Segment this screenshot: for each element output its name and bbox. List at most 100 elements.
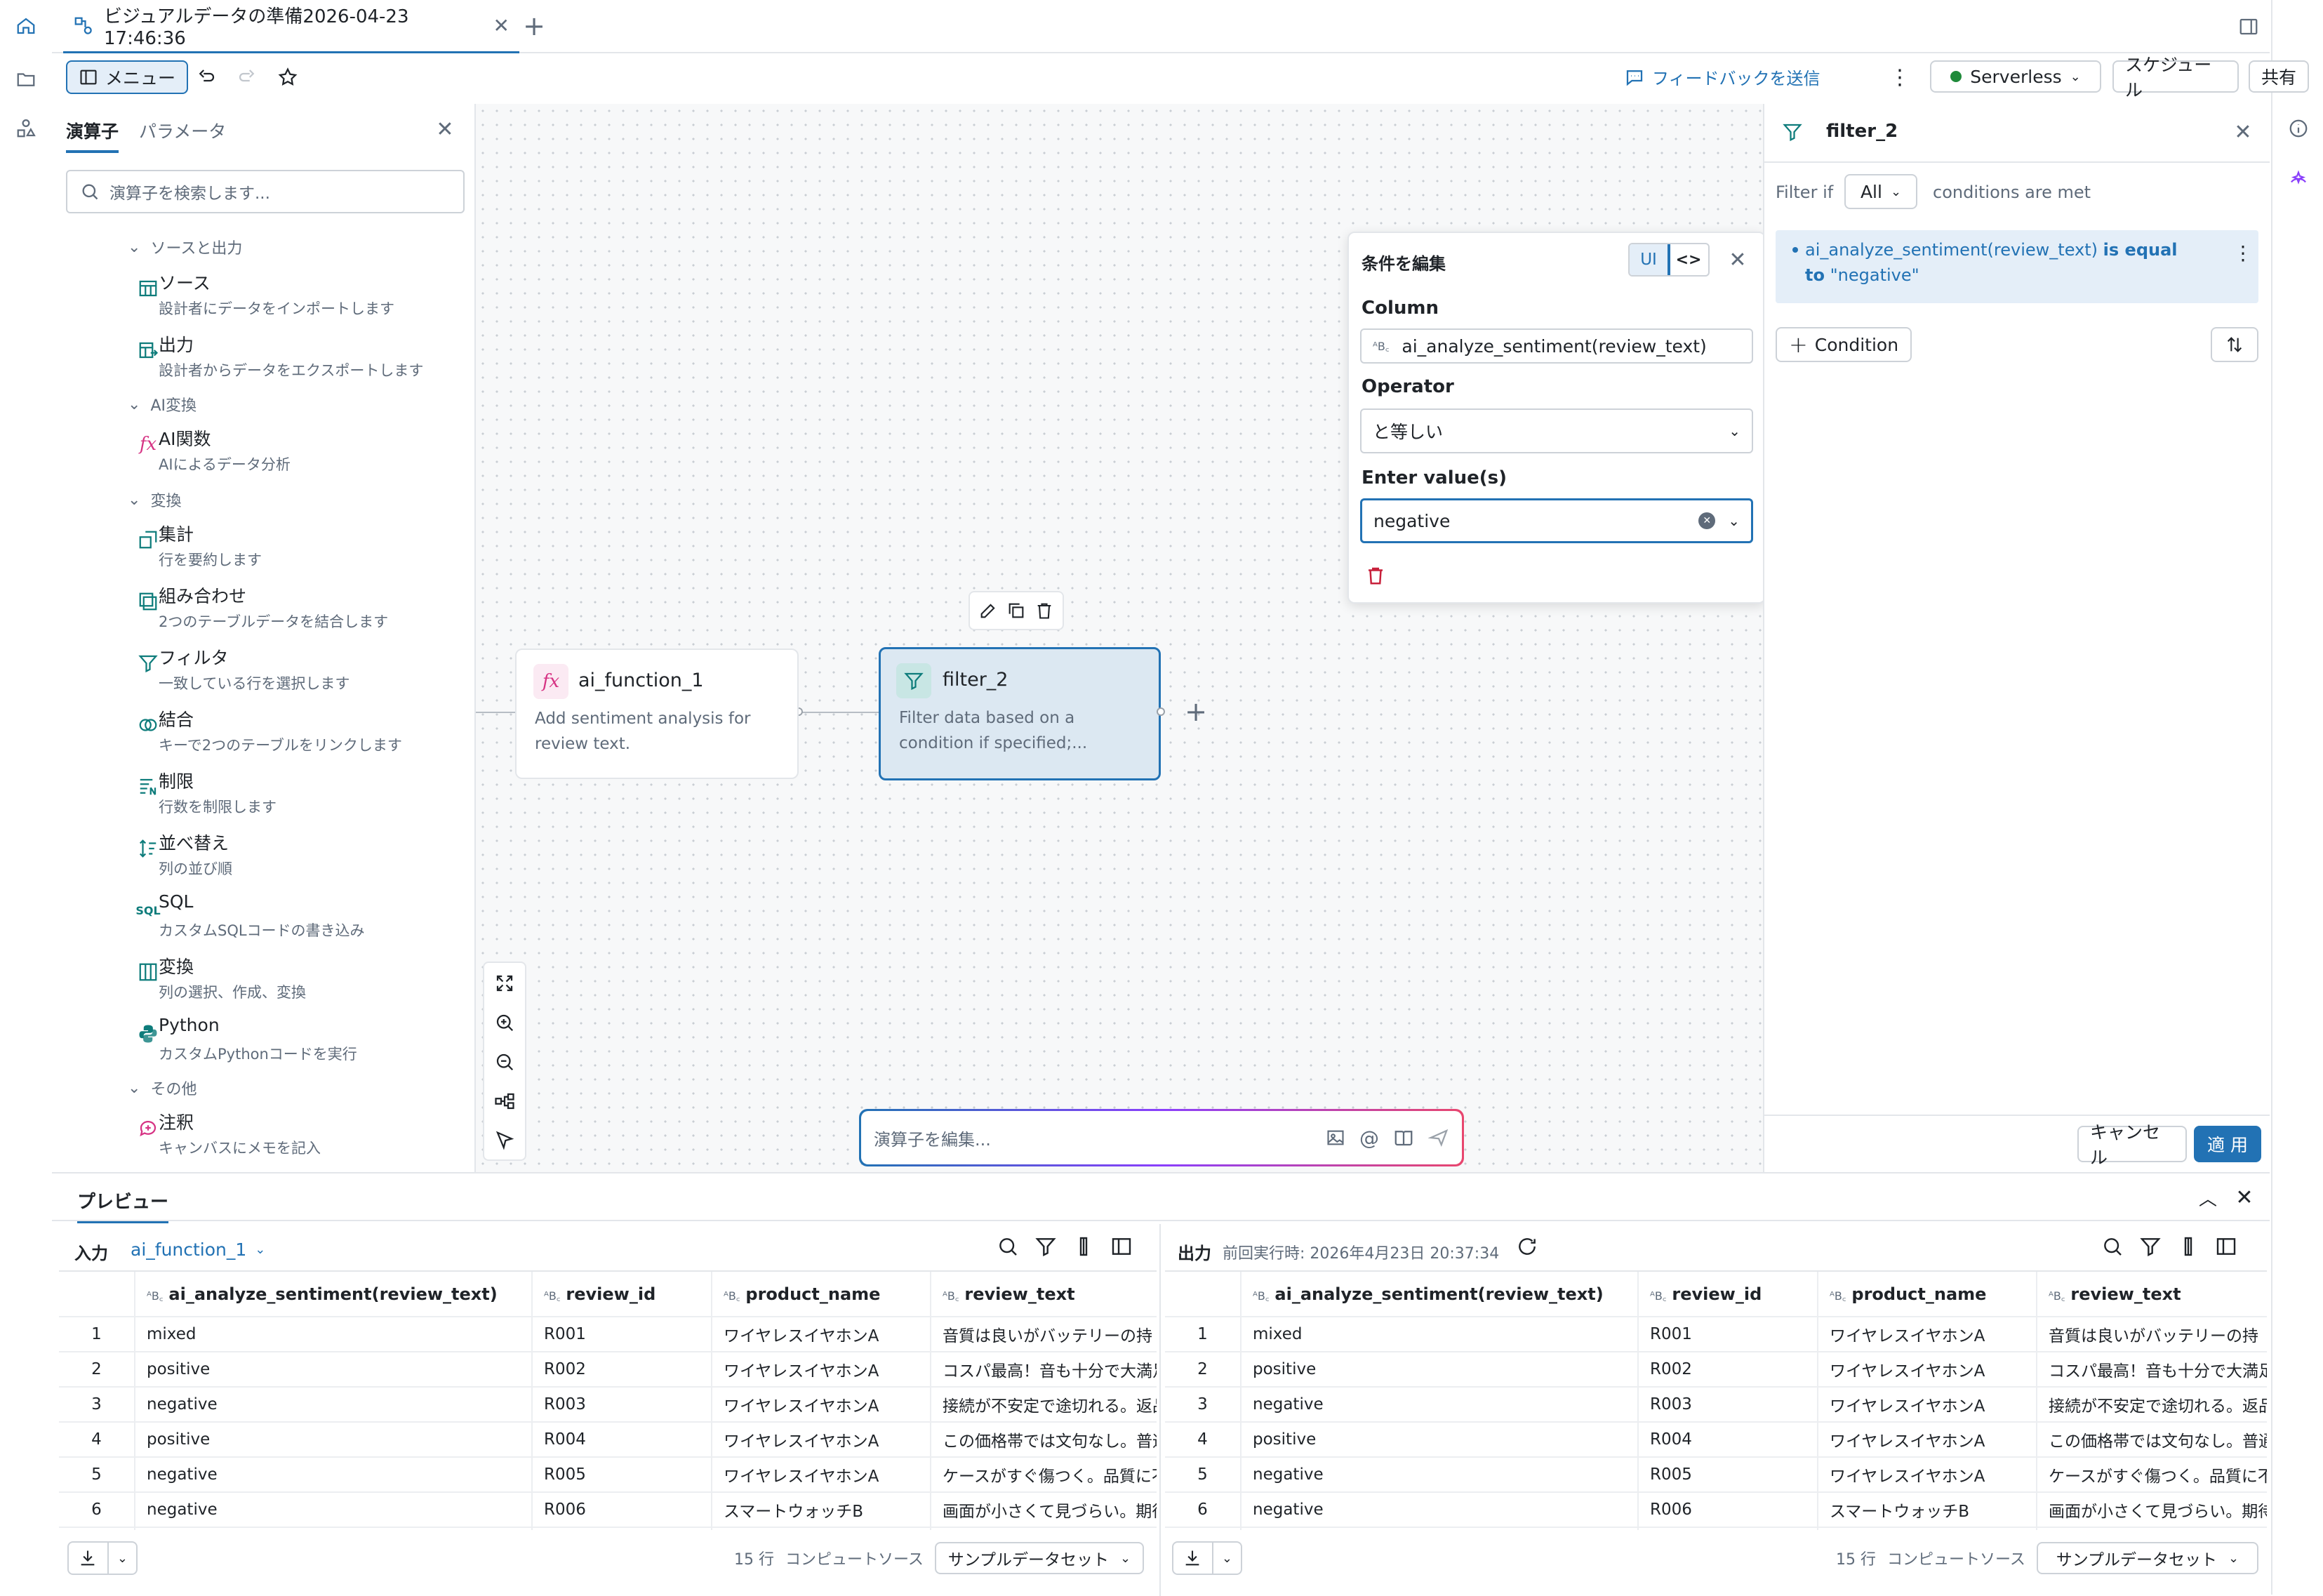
operator-transform[interactable]: 変換 列の選択、作成、変換 xyxy=(88,953,467,1009)
table-row[interactable]: 4 positive R004 ワイヤレスイヤホンA この価格帯では文句なし。普通 xyxy=(1165,1422,2267,1458)
column-header[interactable]: ᴬB꜀ review_id xyxy=(1638,1272,1818,1317)
prompt-input[interactable]: 演算子を編集... xyxy=(874,1129,991,1150)
folder-icon[interactable] xyxy=(10,63,42,95)
compute-select[interactable]: Serverless ⌄ xyxy=(1930,60,2101,93)
zoom-out-icon[interactable] xyxy=(494,1051,515,1072)
layout-toggle-icon[interactable] xyxy=(2235,13,2263,41)
zoom-in-icon[interactable] xyxy=(494,1012,515,1033)
cancel-button[interactable]: キャンセル xyxy=(2077,1122,2187,1168)
port[interactable] xyxy=(1157,707,1165,716)
table-row[interactable]: 1 mixed R001 ワイヤレスイヤホンA 音質は良いがバッテリーの持 xyxy=(1165,1317,2267,1352)
copy-icon[interactable] xyxy=(1006,601,1026,620)
operator-source[interactable]: ソース 設計者にデータをインポートします xyxy=(88,270,467,326)
table-row[interactable]: 3 negative R003 ワイヤレスイヤホンA 接続が不安定で途切れる。返品 xyxy=(1165,1387,2267,1423)
fit-view-icon[interactable] xyxy=(494,973,515,994)
tab-preview[interactable]: プレビュー xyxy=(77,1188,169,1223)
sidebar-toggle-icon[interactable] xyxy=(1110,1235,1133,1258)
columns-toggle-icon[interactable] xyxy=(1072,1235,1095,1258)
image-icon[interactable] xyxy=(1326,1128,1345,1148)
table-row[interactable]: 2 positive R002 ワイヤレスイヤホンA コスパ最高！音も十分で大満足 xyxy=(1165,1352,2267,1388)
info-icon[interactable] xyxy=(2282,112,2315,145)
clear-icon[interactable]: ✕ xyxy=(1698,512,1716,529)
column-header[interactable]: ᴬB꜀ ai_analyze_sentiment(review_text) xyxy=(135,1272,533,1317)
add-condition-button[interactable]: + Condition xyxy=(1776,327,1912,362)
tab-parameters[interactable]: パラメータ xyxy=(139,121,227,142)
section-ai[interactable]: ⌄ AI変換 xyxy=(128,393,197,415)
table-row[interactable]: 7positiveR007スマートウォッチBバッテリーが1週間持つのが xyxy=(1165,1527,2267,1530)
operator-output[interactable]: 出力 設計者からデータをエクスポートします xyxy=(88,331,467,387)
filter-icon[interactable] xyxy=(2139,1235,2162,1258)
section-transform[interactable]: ⌄ 変換 xyxy=(128,488,181,511)
table-row[interactable]: 1 mixed R001 ワイヤレスイヤホンA 音質は良いがバッテリーの持 xyxy=(59,1317,1157,1352)
column-header[interactable]: ᴬB꜀ product_name xyxy=(712,1272,931,1317)
tab-operators[interactable]: 演算子 xyxy=(66,118,119,153)
section-sources[interactable]: ⌄ ソースと出力 xyxy=(128,236,242,258)
table-row[interactable]: 3 negative R003 ワイヤレスイヤホンA 接続が不安定で途切れる。返品 xyxy=(59,1387,1157,1423)
column-field[interactable]: ᴬB꜀ ai_analyze_sentiment(review_text) xyxy=(1360,328,1753,364)
swap-order-button[interactable] xyxy=(2211,327,2258,362)
operator-comment[interactable]: 注釈 キャンバスにメモを記入 xyxy=(88,1109,467,1165)
book-icon[interactable] xyxy=(1393,1127,1414,1148)
pointer-icon[interactable] xyxy=(494,1130,515,1151)
chevron-down-icon[interactable]: ⌄ xyxy=(107,1543,136,1574)
operator-join[interactable]: 結合 キーで2つのテーブルをリンクします xyxy=(88,706,467,762)
section-other[interactable]: ⌄ その他 xyxy=(128,1077,197,1099)
send-icon[interactable] xyxy=(1428,1127,1449,1148)
node-filter[interactable]: filter_2 Filter data based on a conditio… xyxy=(879,647,1161,780)
undo-icon[interactable] xyxy=(192,63,220,91)
collapse-icon[interactable]: ︿ xyxy=(2198,1188,2217,1210)
operator-filter[interactable]: フィルタ 一致している行を選択します xyxy=(88,644,467,700)
filter-mode-select[interactable]: All ⌄ xyxy=(1844,174,1917,209)
share-button[interactable]: 共有 xyxy=(2249,60,2309,93)
shapes-icon[interactable] xyxy=(10,112,42,145)
close-preview-icon[interactable]: ✕ xyxy=(2235,1185,2254,1210)
column-header[interactable]: ᴬB꜀ ai_analyze_sentiment(review_text) xyxy=(1241,1272,1639,1317)
table-row[interactable]: 6 negative R006 スマートウォッチB 画面が小さくて見づらい。期待 xyxy=(1165,1492,2267,1528)
feedback-link[interactable]: フィードバックを送信 xyxy=(1624,65,1821,89)
compute-source-select[interactable]: サンプルデータセット ⌄ xyxy=(934,1542,1144,1574)
schedule-button[interactable]: スケジュール xyxy=(2112,55,2239,100)
input-source-select[interactable]: ai_function_1 ⌄ xyxy=(131,1239,265,1260)
columns-toggle-icon[interactable] xyxy=(2177,1235,2199,1258)
operator-sql[interactable]: SQL SQL カスタムSQLコードの書き込み xyxy=(88,891,467,947)
delete-condition-icon[interactable] xyxy=(1362,561,1390,590)
close-tab-icon[interactable]: ✕ xyxy=(493,14,510,37)
chevron-down-icon[interactable]: ⌄ xyxy=(1211,1543,1241,1574)
sidebar-toggle-icon[interactable] xyxy=(2215,1235,2237,1258)
split-divider[interactable] xyxy=(1159,1224,1161,1596)
value-input[interactable]: negative ✕ ⌄ xyxy=(1360,498,1753,543)
operator-ai-function[interactable]: fx AI関数 AIによるデータ分析 xyxy=(88,425,467,481)
operator-search-input[interactable]: 演算子を検索します... xyxy=(66,170,465,213)
node-ai-function[interactable]: fx ai_function_1 Add sentiment analysis … xyxy=(515,649,799,779)
condition-menu-icon[interactable]: ⋮ xyxy=(2233,241,2253,265)
assistant-icon[interactable] xyxy=(2282,164,2315,197)
search-icon[interactable] xyxy=(2101,1235,2124,1258)
operator-aggregate[interactable]: 集計 行を要約します xyxy=(88,521,467,577)
trash-icon[interactable] xyxy=(1034,601,1054,620)
star-icon[interactable] xyxy=(274,63,302,91)
edit-icon[interactable] xyxy=(978,601,998,620)
add-node-icon[interactable]: + xyxy=(1185,696,1207,727)
table-row[interactable]: 4 positive R004 ワイヤレスイヤホンA この価格帯では文句なし。普通 xyxy=(59,1422,1157,1458)
close-panel-icon[interactable]: ✕ xyxy=(2234,119,2252,145)
code-mode-button[interactable]: <> xyxy=(1675,251,1702,269)
compute-source-select[interactable]: サンプルデータセット ⌄ xyxy=(2036,1542,2258,1574)
operator-python[interactable]: Python カスタムPythonコードを実行 xyxy=(88,1015,467,1071)
ui-mode-button[interactable]: UI xyxy=(1630,244,1671,275)
redo-icon[interactable] xyxy=(233,63,261,91)
operator-limit[interactable]: 制限 行数を制限します xyxy=(88,768,467,824)
more-options-icon[interactable]: ⋮ xyxy=(1889,65,1910,90)
refresh-icon[interactable] xyxy=(1516,1235,1538,1258)
tab-pipeline[interactable]: ビジュアルデータの準備2026-04-23 17:46:36 ✕ xyxy=(63,0,519,53)
search-icon[interactable] xyxy=(997,1235,1019,1258)
table-row[interactable]: 7positiveR007スマートウォッチBバッテリーが1週間持つのが xyxy=(59,1527,1157,1530)
operator-select[interactable]: と等しい ⌄ xyxy=(1360,408,1753,453)
new-tab-icon[interactable]: + xyxy=(523,11,545,41)
apply-button[interactable]: 適 用 xyxy=(2194,1126,2261,1162)
table-row[interactable]: 2 positive R002 ワイヤレスイヤホンA コスパ最高！音も十分で大満足 xyxy=(59,1352,1157,1388)
operator-sort[interactable]: 並べ替え 列の並び順 xyxy=(88,830,467,886)
table-row[interactable]: 5 negative R005 ワイヤレスイヤホンA ケースがすぐ傷つく。品質に不 xyxy=(1165,1457,2267,1493)
home-icon[interactable] xyxy=(10,10,42,42)
column-header[interactable]: ᴬB꜀ review_text xyxy=(2037,1272,2267,1317)
auto-layout-icon[interactable] xyxy=(494,1091,515,1112)
